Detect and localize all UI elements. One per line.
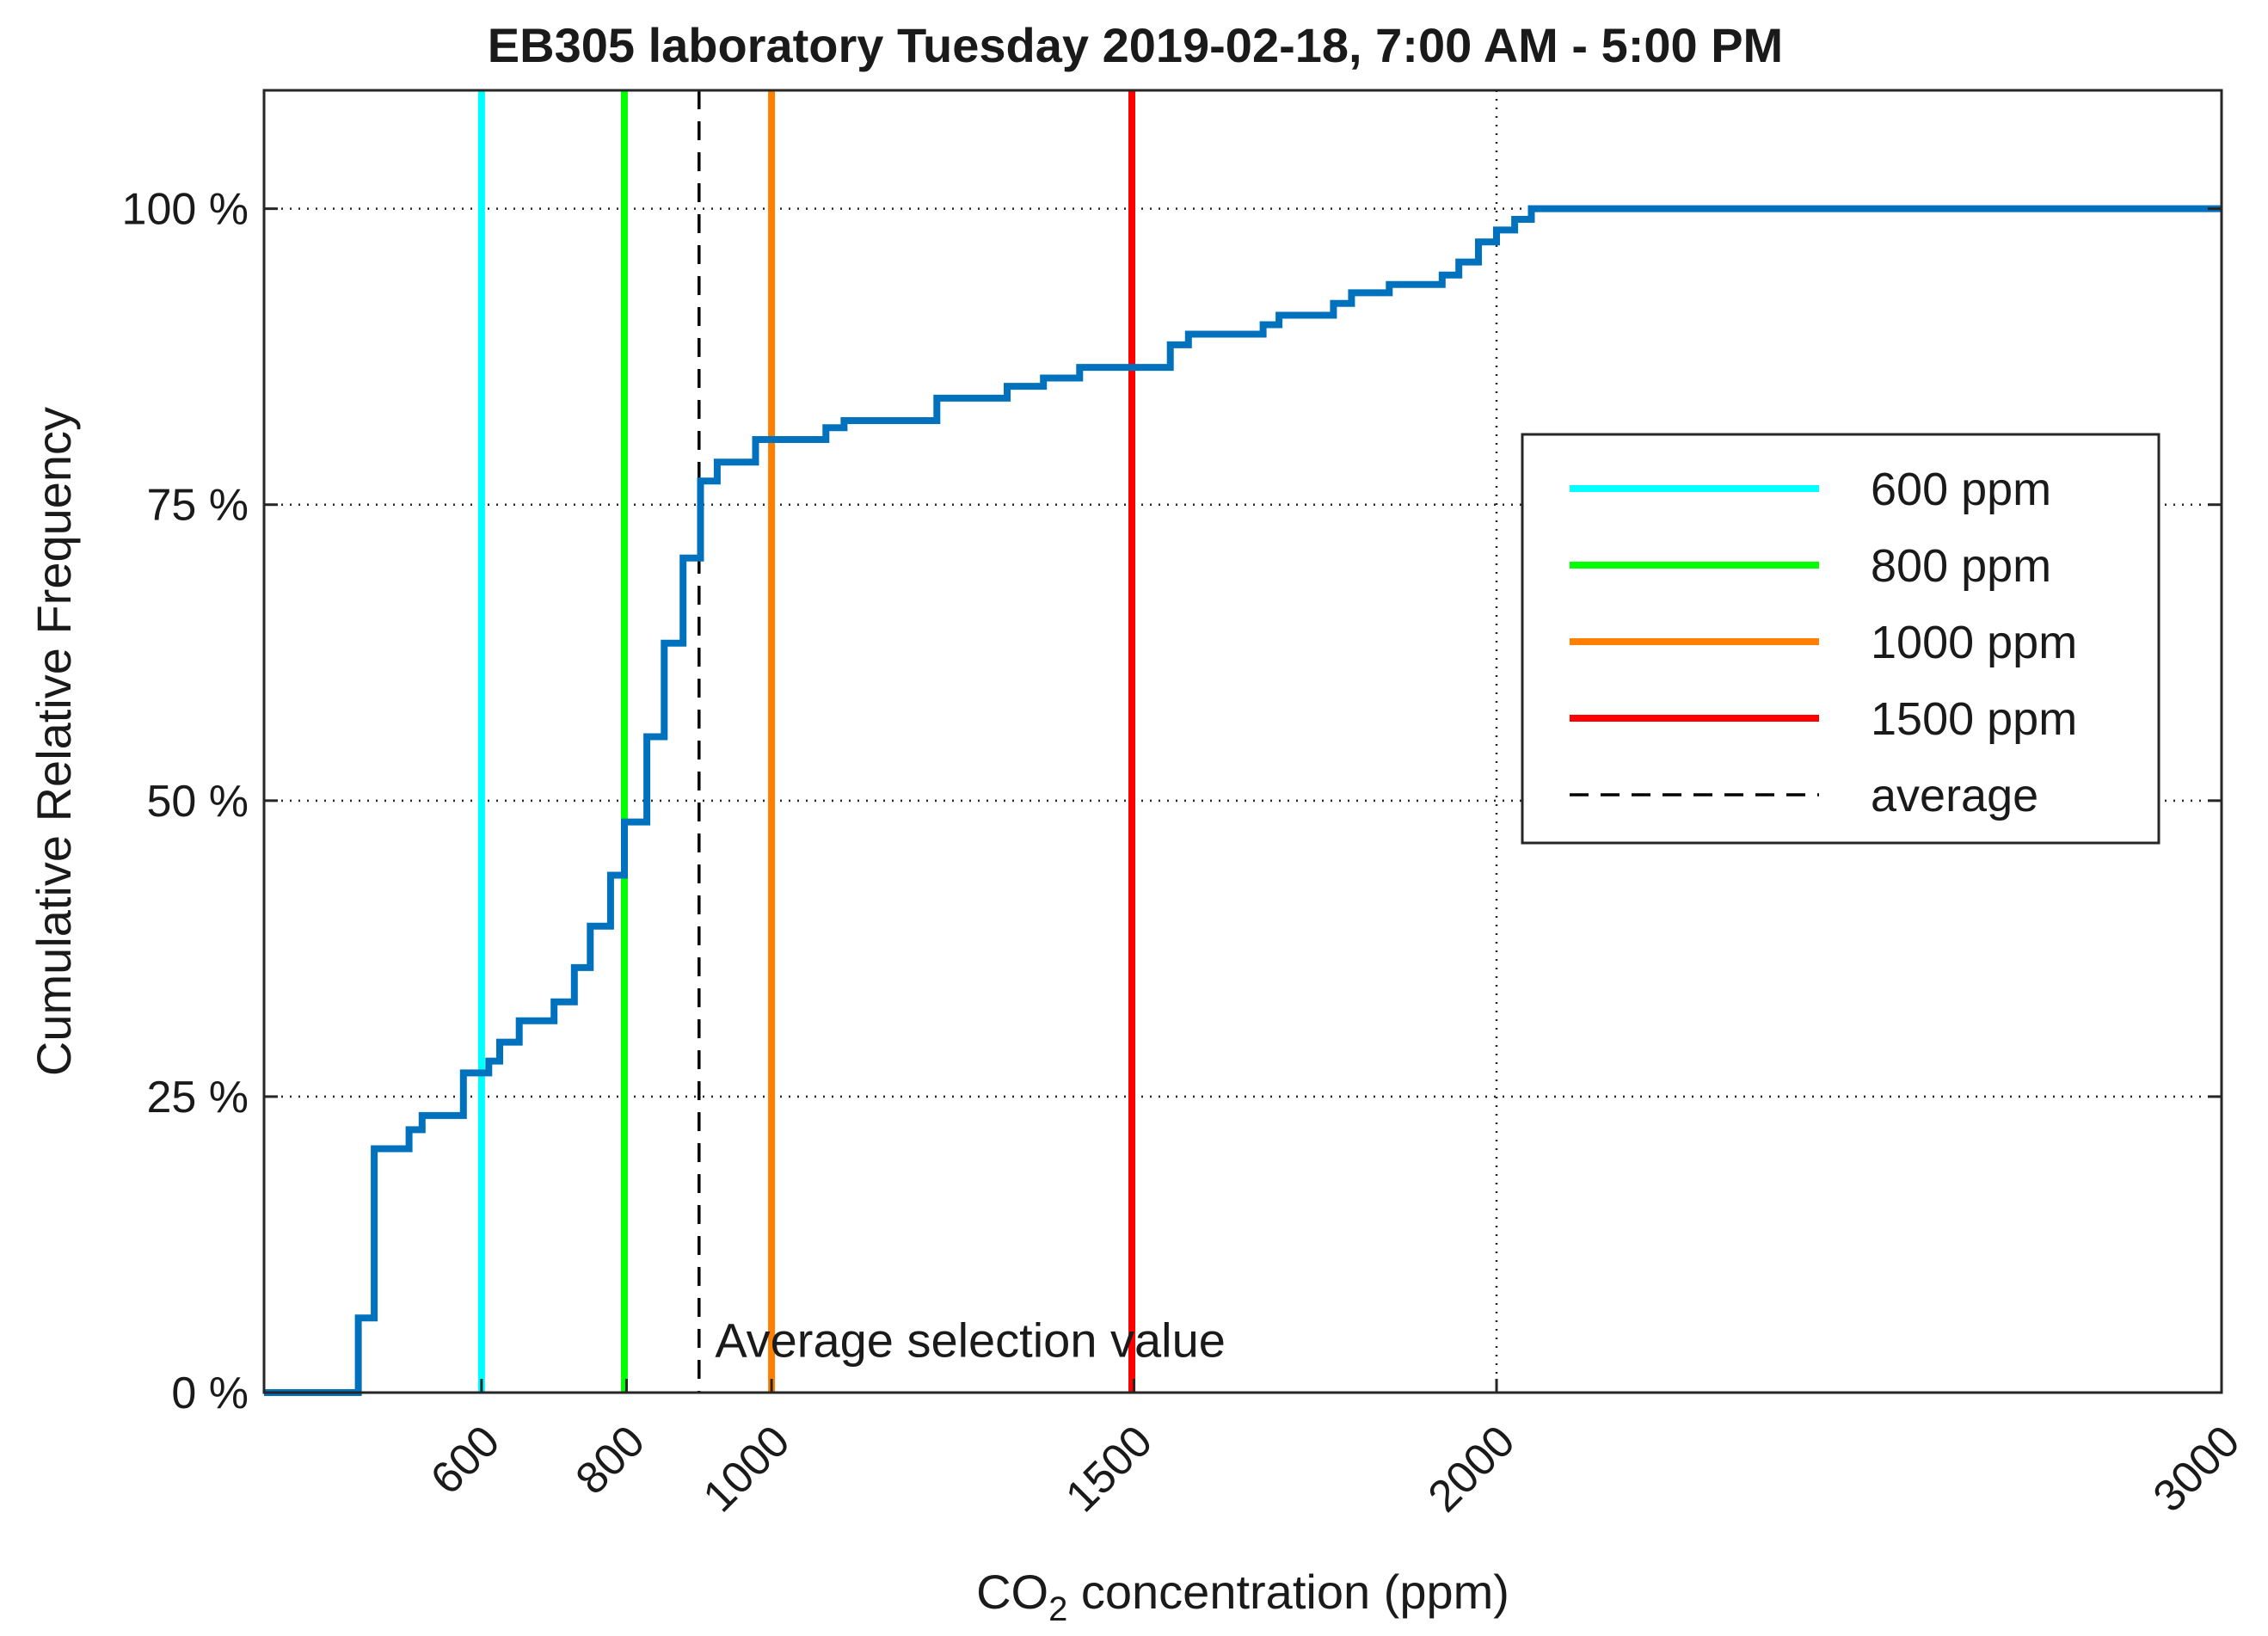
legend: 600 ppm 800 ppm 1000 ppm 1500 ppm average [1521,433,2160,845]
x-axis-label-co: CO [976,1565,1048,1619]
legend-label-600-ppm: 600 ppm [1871,464,2051,515]
x-tick-label-600: 600 [421,1416,509,1504]
x-tick-label-3000: 3000 [2144,1416,2250,1522]
legend-label-800-ppm: 800 ppm [1871,540,2051,592]
x-axis-label-subscript: 2 [1048,1590,1067,1628]
x-axis-label-rest: concentration (ppm) [1067,1565,1509,1619]
x-tick-label-800: 800 [567,1416,655,1504]
x-axis-label: CO2 concentration (ppm) [976,1565,1509,1628]
x-tick-label-1500: 1500 [1056,1416,1162,1522]
y-tick-label-100: 100 % [122,185,249,235]
legend-label-average: average [1871,770,2038,821]
x-tick-label-2000: 2000 [1419,1416,1525,1522]
legend-label-1000-ppm: 1000 ppm [1871,617,2077,668]
y-tick-label-0: 0 % [171,1368,249,1418]
y-axis-label: Cumulative Relative Frequency [27,407,81,1076]
y-tick-label-50: 50 % [146,777,249,827]
y-tick-label-75: 75 % [146,481,249,531]
series-layer [264,205,2222,1396]
legend-label-1500-ppm: 1500 ppm [1871,693,2077,745]
y-tick-label-25: 25 % [146,1073,249,1122]
grid-layer [264,90,2222,1393]
series-line-0 [264,205,2222,1396]
reference-lines-layer [477,90,1136,1393]
chart-title: EB305 laboratory Tuesday 2019-02-18, 7:0… [488,18,1783,72]
x-tick-label-1000: 1000 [694,1416,800,1522]
plot-frame [262,89,2223,1394]
average-selection-annotation: Average selection value [715,1313,1226,1368]
